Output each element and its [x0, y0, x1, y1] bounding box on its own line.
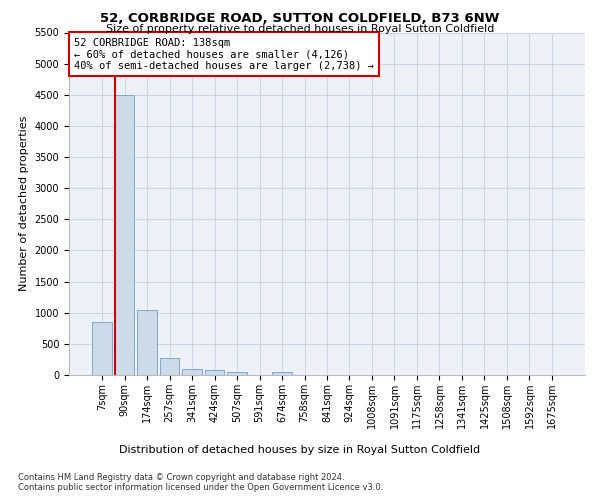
Bar — [160, 358, 179, 375]
Y-axis label: Number of detached properties: Number of detached properties — [19, 116, 29, 292]
Bar — [272, 372, 292, 375]
Text: Contains HM Land Registry data © Crown copyright and database right 2024.: Contains HM Land Registry data © Crown c… — [18, 472, 344, 482]
Bar — [205, 370, 224, 375]
Bar — [115, 95, 134, 375]
Bar — [227, 372, 247, 375]
Text: 52, CORBRIDGE ROAD, SUTTON COLDFIELD, B73 6NW: 52, CORBRIDGE ROAD, SUTTON COLDFIELD, B7… — [100, 12, 500, 26]
Bar — [182, 369, 202, 375]
Text: Size of property relative to detached houses in Royal Sutton Coldfield: Size of property relative to detached ho… — [106, 24, 494, 34]
Text: Distribution of detached houses by size in Royal Sutton Coldfield: Distribution of detached houses by size … — [119, 445, 481, 455]
Text: 52 CORBRIDGE ROAD: 138sqm
← 60% of detached houses are smaller (4,126)
40% of se: 52 CORBRIDGE ROAD: 138sqm ← 60% of detac… — [74, 38, 374, 71]
Text: Contains public sector information licensed under the Open Government Licence v3: Contains public sector information licen… — [18, 484, 383, 492]
Bar — [92, 322, 112, 375]
Bar — [137, 310, 157, 375]
